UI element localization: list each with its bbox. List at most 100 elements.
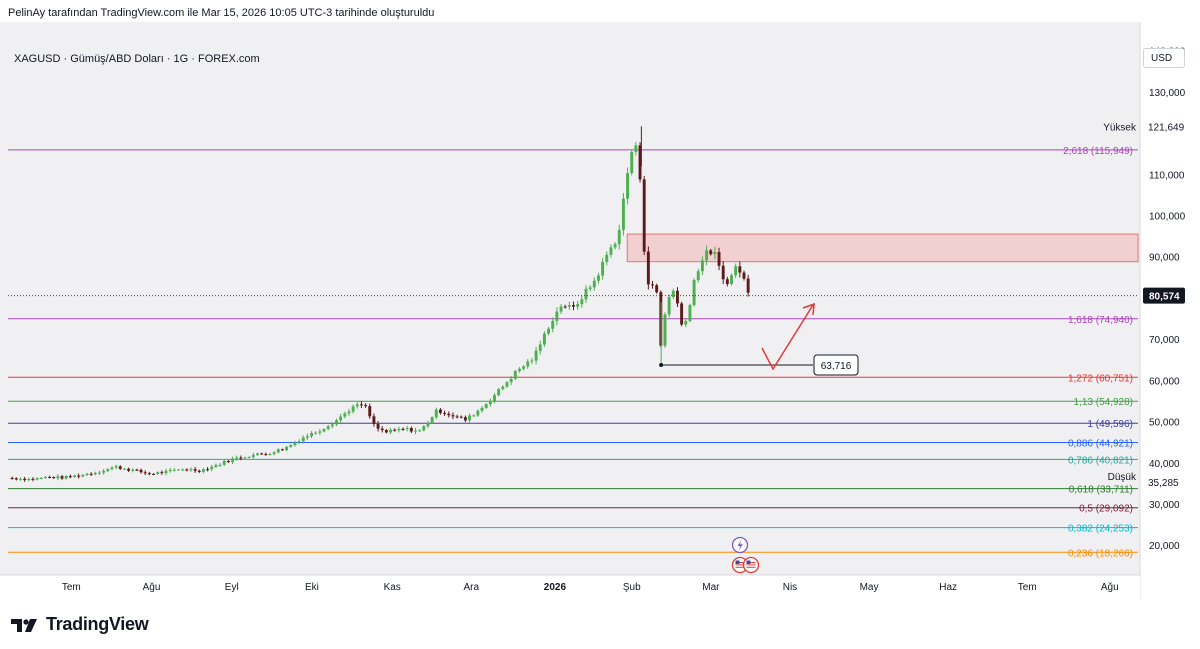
candle-body[interactable] [185,469,189,471]
candle-body[interactable] [626,173,630,199]
candle-body[interactable] [201,469,205,472]
candle-body[interactable] [680,303,684,325]
candle-body[interactable] [522,366,526,369]
candle-body[interactable] [335,420,338,425]
candle-body[interactable] [551,320,555,329]
candle-body[interactable] [77,475,81,477]
candle-body[interactable] [480,407,484,411]
candle-body[interactable] [93,472,97,475]
candle-body[interactable] [355,404,359,407]
candle-body[interactable] [127,468,131,471]
candle-body[interactable] [725,279,729,284]
candle-body[interactable] [488,401,492,405]
candle-body[interactable] [23,478,27,481]
candle-body[interactable] [256,453,259,455]
candle-body[interactable] [239,457,243,459]
candle-body[interactable] [384,430,388,433]
candle-body[interactable] [39,477,43,479]
candle-body[interactable] [89,473,93,475]
candle-body[interactable] [376,423,380,429]
candle-body[interactable] [235,457,239,459]
candle-body[interactable] [85,473,89,475]
candle-body[interactable] [634,145,638,152]
candle-body[interactable] [638,145,642,180]
candle-body[interactable] [538,344,542,351]
candle-body[interactable] [497,389,501,396]
candle-body[interactable] [688,304,692,321]
candle-body[interactable] [118,466,122,469]
candle-body[interactable] [31,478,35,480]
candle-body[interactable] [60,476,64,479]
candle-body[interactable] [214,464,218,467]
candle-body[interactable] [484,404,488,408]
candle-body[interactable] [19,478,22,480]
candle-body[interactable] [455,416,459,418]
candle-body[interactable] [368,406,372,417]
candle-body[interactable] [347,411,351,414]
candle-body[interactable] [621,198,625,230]
candle-body[interactable] [642,179,646,252]
candle-body[interactable] [318,431,322,433]
candle-body[interactable] [405,428,409,430]
candle-body[interactable] [193,469,197,471]
candle-body[interactable] [48,476,52,478]
candle-body[interactable] [684,320,688,325]
candle-body[interactable] [226,461,230,463]
candle-body[interactable] [534,350,538,361]
candle-body[interactable] [364,405,368,407]
candle-body[interactable] [597,275,600,281]
candle-body[interactable] [671,290,675,298]
candle-body[interactable] [147,473,151,475]
candle-body[interactable] [443,412,447,414]
candle-body[interactable] [613,244,617,248]
candle-body[interactable] [459,416,463,418]
candle-body[interactable] [152,473,155,475]
low-annotation-box[interactable] [813,354,859,376]
candle-body[interactable] [447,413,451,416]
candle-body[interactable] [513,370,517,379]
candle-body[interactable] [268,454,272,456]
candle-body[interactable] [305,436,309,438]
candle-body[interactable] [359,404,363,406]
candle-body[interactable] [35,478,39,480]
candle-body[interactable] [197,470,201,472]
candle-body[interactable] [468,415,472,421]
candle-body[interactable] [27,478,31,481]
candle-body[interactable] [181,469,185,471]
candle-body[interactable] [580,299,584,305]
candle-body[interactable] [493,395,496,402]
candle-body[interactable] [676,290,679,304]
candle-body[interactable] [609,247,613,255]
candle-body[interactable] [717,252,721,266]
candle-body[interactable] [567,305,571,307]
candle-body[interactable] [705,250,709,261]
candle-body[interactable] [168,469,172,471]
candle-body[interactable] [189,469,193,471]
candle-body[interactable] [696,271,700,280]
candle-body[interactable] [576,304,580,307]
candle-body[interactable] [700,260,704,272]
candle-body[interactable] [542,333,546,345]
candle-body[interactable] [663,314,667,346]
candle-body[interactable] [588,287,592,289]
candle-body[interactable] [56,476,60,479]
candle-body[interactable] [709,250,713,255]
candle-body[interactable] [651,284,654,286]
candle-body[interactable] [98,472,101,474]
candle-body[interactable] [730,275,733,284]
candle-body[interactable] [52,477,56,479]
candle-body[interactable] [81,474,85,477]
candle-body[interactable] [172,469,176,471]
candle-body[interactable] [64,476,68,479]
candle-body[interactable] [177,469,180,471]
candle-body[interactable] [630,151,634,174]
candle-body[interactable] [301,437,305,442]
last-price-badge[interactable] [1143,287,1185,304]
candle-body[interactable] [102,471,106,473]
candle-body[interactable] [260,453,264,455]
candle-body[interactable] [438,409,442,413]
candle-body[interactable] [293,442,297,446]
price-axis-panel[interactable] [1140,22,1200,600]
candle-body[interactable] [418,430,422,432]
candle-body[interactable] [276,449,280,453]
